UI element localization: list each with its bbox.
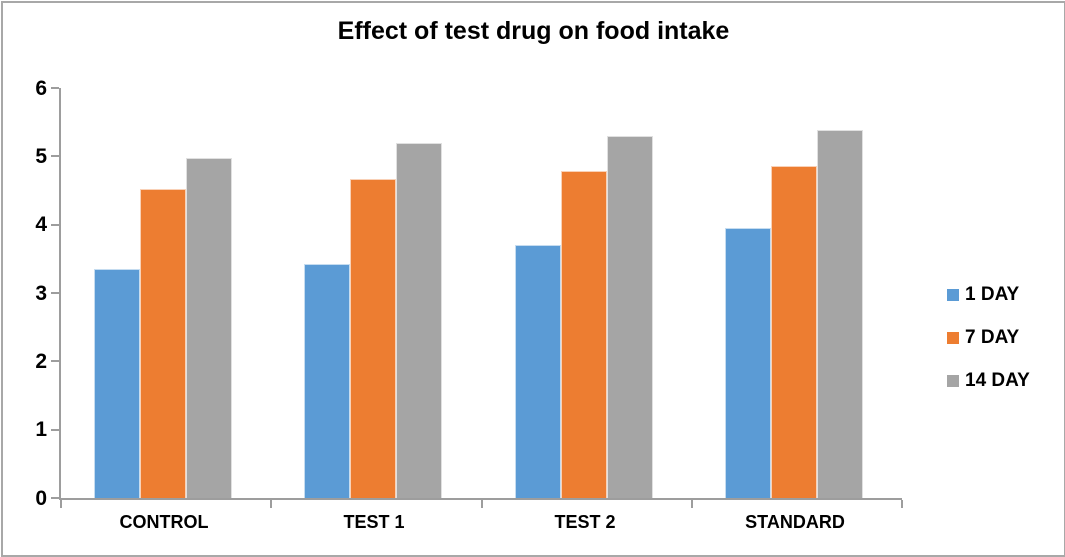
bar-control-7day: [140, 189, 186, 498]
bar-control-14day: [186, 158, 232, 498]
y-tick-mark: [51, 223, 59, 226]
bar-control-1day: [94, 269, 140, 498]
y-tick-label: 1: [35, 418, 47, 442]
y-tick-label: 5: [35, 144, 47, 168]
x-tick-mark: [60, 500, 62, 508]
bar-standard-14day: [817, 130, 863, 498]
legend-item-1day: 1 DAY: [947, 284, 1062, 306]
y-tick-mark: [51, 155, 59, 158]
y-tick-label: 0: [35, 486, 47, 510]
plot-area: 0 1 2 3 4 5 6: [35, 78, 903, 509]
legend-label: 7 DAY: [965, 327, 1020, 348]
y-tick-mark: [51, 428, 59, 431]
bar-test1-7day: [350, 178, 396, 498]
bar-test2-14day: [607, 135, 653, 498]
legend-swatch-icon: [947, 289, 959, 301]
y-tick-mark: [51, 87, 59, 89]
bar-test2-7day: [561, 171, 607, 498]
legend: 1 DAY 7 DAY 14 DAY: [947, 284, 1062, 413]
bar-standard-1day: [725, 228, 771, 498]
x-tick-mark: [481, 500, 483, 508]
y-tick-label: 2: [35, 349, 47, 373]
x-category-label: CONTROL: [119, 512, 209, 532]
bar-test1-14day: [396, 143, 442, 498]
y-tick-label: 3: [35, 281, 47, 305]
x-axis-labels: CONTROL TEST 1 TEST 2 STANDARD: [59, 512, 900, 536]
x-category-label: STANDARD: [745, 512, 845, 532]
legend-label: 1 DAY: [965, 284, 1020, 305]
y-tick-mark: [51, 497, 59, 499]
bar-test2-1day: [515, 244, 561, 498]
x-category-label: TEST 2: [554, 512, 616, 532]
x-tick-mark: [270, 500, 272, 508]
bar-standard-7day: [771, 165, 817, 498]
y-tick-label: 4: [35, 213, 47, 237]
legend-swatch-icon: [947, 375, 959, 387]
x-category-label: TEST 1: [343, 512, 405, 532]
legend-swatch-icon: [947, 332, 959, 344]
y-tick-label: 6: [35, 76, 47, 100]
bar-test1-1day: [304, 264, 350, 498]
legend-item-14day: 14 DAY: [947, 370, 1062, 392]
x-tick-mark: [691, 500, 693, 508]
legend-label: 14 DAY: [965, 370, 1030, 391]
y-tick-mark: [51, 292, 59, 294]
x-tick-mark: [901, 500, 903, 508]
y-tick-mark: [51, 360, 59, 363]
chart-title: Effect of test drug on food intake: [337, 17, 730, 45]
legend-item-7day: 7 DAY: [947, 327, 1062, 349]
